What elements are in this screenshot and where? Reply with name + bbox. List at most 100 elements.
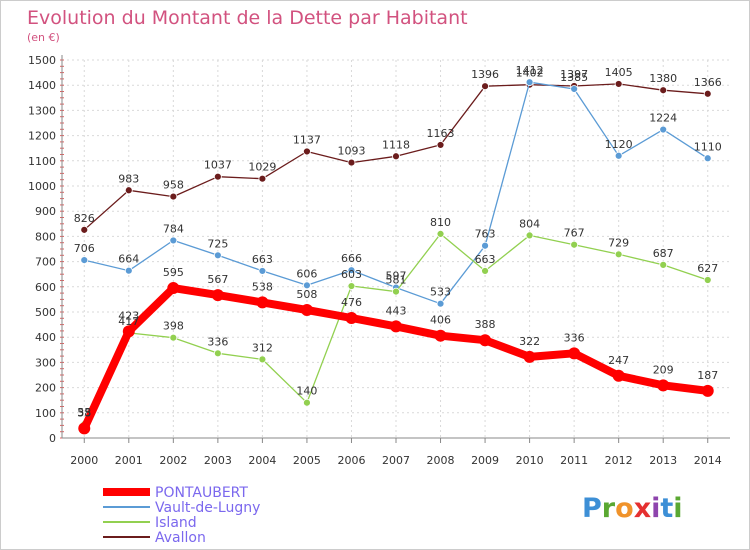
x-tick-label: 2011 — [560, 454, 588, 467]
data-label-vault-de-lugny: 784 — [163, 222, 184, 235]
x-tick-label: 2008 — [427, 454, 455, 467]
data-point-vault-de-lugny — [614, 151, 623, 160]
data-label-pontaubert: 38 — [77, 406, 91, 419]
data-label-vault-de-lugny: 597 — [386, 270, 407, 283]
data-point-island — [525, 231, 534, 240]
data-point-island — [614, 250, 623, 259]
data-label-island: 417 — [118, 315, 139, 328]
data-label-vault-de-lugny: 1120 — [605, 138, 633, 151]
data-label-avallon: 1037 — [204, 159, 232, 172]
data-label-island: 810 — [430, 216, 451, 229]
logo-letter: x — [634, 493, 651, 524]
data-label-avallon: 1397 — [560, 68, 588, 81]
x-tick-label: 2005 — [293, 454, 321, 467]
data-point-island — [213, 349, 222, 358]
x-tick-label: 2013 — [649, 454, 677, 467]
data-label-avallon: 1118 — [382, 138, 410, 151]
data-label-avallon: 1402 — [516, 67, 544, 80]
data-label-island: 55 — [77, 406, 91, 419]
data-point-island — [703, 276, 712, 284]
y-tick-label: 1100 — [28, 155, 56, 168]
x-tick-label: 2002 — [159, 454, 187, 467]
logo-letter: P — [582, 493, 602, 524]
data-label-avallon: 826 — [74, 212, 95, 225]
data-point-avallon — [258, 174, 267, 183]
x-tick-label: 2001 — [115, 454, 143, 467]
legend-label-avallon: Avallon — [155, 530, 206, 546]
data-point-pontaubert — [167, 282, 180, 295]
data-point-island — [392, 287, 400, 296]
axes: 0 100 200 300 400 500 600 700 800 900 1000 1100 1200… — [28, 54, 730, 467]
data-point-pontaubert — [612, 369, 625, 382]
data-label-island: 767 — [564, 227, 585, 240]
y-tick-label: 1500 — [28, 54, 56, 67]
data-point-vault-de-lugny — [303, 281, 311, 290]
data-label-pontaubert: 187 — [697, 369, 718, 382]
data-label-pontaubert: 423 — [118, 309, 139, 322]
data-label-avallon: 1029 — [248, 161, 276, 174]
data-point-avallon — [703, 89, 712, 98]
data-label-avallon: 958 — [163, 179, 184, 192]
data-label-island: 140 — [296, 385, 317, 398]
chart-subtitle: (en €) — [27, 31, 60, 44]
y-tick-label: 900 — [35, 205, 56, 218]
logo-letter: i — [673, 493, 682, 524]
data-label-island: 687 — [653, 247, 674, 260]
data-point-avallon — [481, 82, 489, 91]
data-label-avallon: 1137 — [293, 133, 321, 146]
data-label-island: 581 — [386, 274, 407, 287]
y-tick-label: 1200 — [28, 130, 56, 143]
proxiti-logo: Proxiti — [582, 493, 683, 524]
data-point-pontaubert — [701, 384, 714, 397]
data-label-pontaubert: 388 — [475, 318, 496, 331]
data-label-pontaubert: 476 — [341, 296, 362, 309]
data-label-island: 603 — [341, 268, 362, 281]
y-tick-label: 1300 — [28, 104, 56, 117]
x-tick-label: 2007 — [382, 454, 410, 467]
data-label-pontaubert: 567 — [207, 273, 228, 286]
data-point-avallon — [124, 186, 133, 195]
x-tick-label: 2004 — [248, 454, 276, 467]
y-tick-label: 500 — [35, 306, 56, 319]
data-point-avallon — [347, 158, 356, 167]
legend-label-vault-de-lugny: Vault-de-Lugny — [155, 500, 260, 516]
data-label-pontaubert: 322 — [519, 335, 540, 348]
data-point-pontaubert — [657, 379, 670, 392]
data-label-pontaubert: 538 — [252, 280, 273, 293]
data-point-vault-de-lugny — [124, 266, 133, 275]
y-tick-label: 300 — [35, 356, 56, 369]
data-point-pontaubert — [390, 320, 402, 333]
logo-letter: o — [615, 493, 634, 524]
series-pontaubert — [78, 282, 714, 435]
data-label-pontaubert: 443 — [386, 304, 407, 317]
data-point-pontaubert — [345, 312, 358, 325]
data-label-avallon: 1093 — [337, 145, 365, 158]
logo-letter: r — [602, 493, 616, 524]
x-tick-label: 2003 — [204, 454, 232, 467]
data-label-pontaubert: 508 — [296, 288, 317, 301]
data-label-island: 336 — [207, 335, 228, 348]
y-tick-label: 200 — [35, 382, 56, 395]
data-point-pontaubert — [211, 289, 224, 302]
data-label-avallon: 1396 — [471, 68, 499, 81]
x-tick-label: 2014 — [694, 454, 722, 467]
x-tick-label: 2012 — [605, 454, 633, 467]
data-point-avallon — [392, 152, 400, 161]
data-point-pontaubert — [479, 334, 492, 347]
data-point-island — [570, 240, 579, 249]
data-point-island — [481, 267, 489, 275]
data-label-vault-de-lugny: 1385 — [560, 71, 588, 84]
x-tick-label: 2006 — [337, 454, 365, 467]
y-tick-label: 100 — [35, 407, 56, 420]
data-label-avallon: 983 — [118, 172, 139, 185]
data-label-vault-de-lugny: 666 — [341, 252, 362, 265]
data-point-vault-de-lugny — [570, 85, 579, 93]
data-point-vault-de-lugny — [80, 256, 89, 264]
series-island — [80, 229, 712, 429]
data-point-vault-de-lugny — [169, 236, 178, 245]
data-label-vault-de-lugny: 606 — [296, 267, 317, 280]
y-tick-label: 0 — [49, 432, 56, 445]
data-point-vault-de-lugny — [481, 241, 489, 250]
